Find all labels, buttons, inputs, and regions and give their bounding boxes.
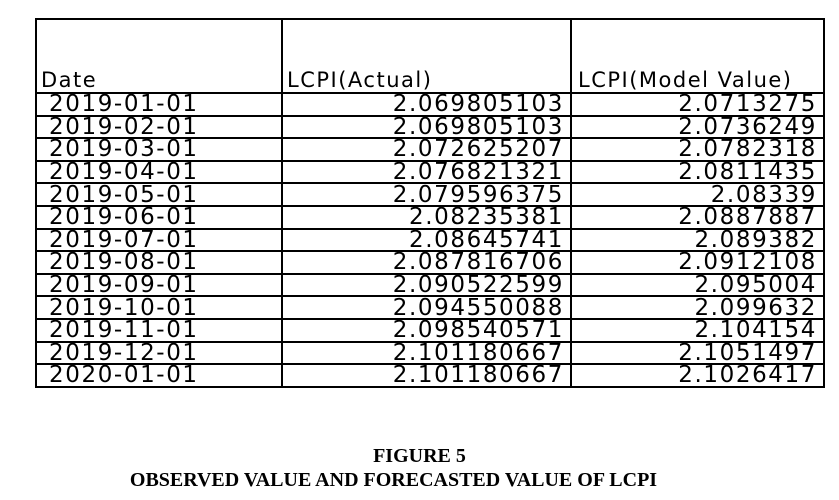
lcpi-actual-cell: 2.08235381 [281, 204, 572, 230]
table-row: 2019-03-01 2.072625207 2.0782318 [35, 137, 825, 162]
table-header: Date LCPI(Actual) LCPI(Model Value) [35, 18, 825, 94]
lcpi-model-cell: 2.0782318 [570, 137, 825, 162]
table-row: 2019-02-01 2.069805103 2.0736249 [35, 114, 825, 140]
header-lcpi-model: LCPI(Model Value) [570, 18, 825, 94]
lcpi-actual-cell: 2.069805103 [281, 92, 572, 117]
lcpi-actual-cell: 2.094550088 [281, 295, 572, 320]
date-cell: 2019-12-01 [35, 340, 283, 366]
lcpi-actual-cell: 2.079596375 [281, 182, 572, 207]
lcpi-model-cell: 2.104154 [570, 317, 825, 343]
lcpi-model-cell: 2.089382 [570, 227, 825, 253]
table-row: 2019-08-01 2.087816706 2.0912108 [35, 250, 825, 275]
lcpi-model-cell: 2.0912108 [570, 250, 825, 275]
lcpi-model-cell: 2.095004 [570, 272, 825, 298]
lcpi-table-container: Date LCPI(Actual) LCPI(Model Value) 2019… [35, 18, 825, 388]
lcpi-model-cell: 2.1026417 [570, 363, 825, 388]
date-cell: 2019-10-01 [35, 295, 283, 320]
date-cell: 2019-07-01 [35, 227, 283, 253]
header-lcpi-actual: LCPI(Actual) [281, 18, 572, 94]
date-cell: 2019-04-01 [35, 159, 283, 185]
table-row: 2019-06-01 2.08235381 2.0887887 [35, 204, 825, 230]
lcpi-model-cell: 2.1051497 [570, 340, 825, 366]
lcpi-model-cell: 2.0887887 [570, 204, 825, 230]
lcpi-actual-cell: 2.101180667 [281, 363, 572, 388]
lcpi-actual-cell: 2.090522599 [281, 272, 572, 298]
table-row: 2019-09-01 2.090522599 2.095004 [35, 272, 825, 298]
table-row: 2019-12-01 2.101180667 2.1051497 [35, 340, 825, 366]
table-body: 2019-01-01 2.069805103 2.0713275 2019-02-01… [35, 92, 825, 388]
header-row: Date LCPI(Actual) LCPI(Model Value) [35, 18, 825, 94]
table-row: 2019-01-01 2.069805103 2.0713275 [35, 92, 825, 117]
date-cell: 2019-06-01 [35, 204, 283, 230]
date-cell: 2019-05-01 [35, 182, 283, 207]
lcpi-actual-cell: 2.072625207 [281, 137, 572, 162]
date-cell: 2019-02-01 [35, 114, 283, 140]
lcpi-table: Date LCPI(Actual) LCPI(Model Value) 2019… [35, 18, 825, 388]
header-date: Date [35, 18, 283, 94]
lcpi-actual-cell: 2.08645741 [281, 227, 572, 253]
date-cell: 2019-01-01 [35, 92, 283, 117]
lcpi-model-cell: 2.0736249 [570, 114, 825, 140]
table-row: 2019-10-01 2.094550088 2.099632 [35, 295, 825, 320]
date-cell: 2019-08-01 [35, 250, 283, 275]
lcpi-model-cell: 2.099632 [570, 295, 825, 320]
table-row: 2020-01-01 2.101180667 2.1026417 [35, 363, 825, 388]
lcpi-model-cell: 2.0811435 [570, 159, 825, 185]
figure-label: FIGURE 5 [373, 445, 466, 467]
date-cell: 2019-11-01 [35, 317, 283, 343]
lcpi-actual-cell: 2.076821321 [281, 159, 572, 185]
lcpi-actual-cell: 2.087816706 [281, 250, 572, 275]
date-cell: 2019-09-01 [35, 272, 283, 298]
date-cell: 2019-03-01 [35, 137, 283, 162]
figure-title: OBSERVED VALUE AND FORECASTED VALUE OF L… [129, 469, 658, 491]
lcpi-actual-cell: 2.101180667 [281, 340, 572, 366]
lcpi-model-cell: 2.08339 [570, 182, 825, 207]
table-row: 2019-07-01 2.08645741 2.089382 [35, 227, 825, 253]
lcpi-actual-cell: 2.098540571 [281, 317, 572, 343]
table-row: 2019-11-01 2.098540571 2.104154 [35, 317, 825, 343]
lcpi-actual-cell: 2.069805103 [281, 114, 572, 140]
lcpi-model-cell: 2.0713275 [570, 92, 825, 117]
date-cell: 2020-01-01 [35, 363, 283, 388]
table-row: 2019-04-01 2.076821321 2.0811435 [35, 159, 825, 185]
table-row: 2019-05-01 2.079596375 2.08339 [35, 182, 825, 207]
